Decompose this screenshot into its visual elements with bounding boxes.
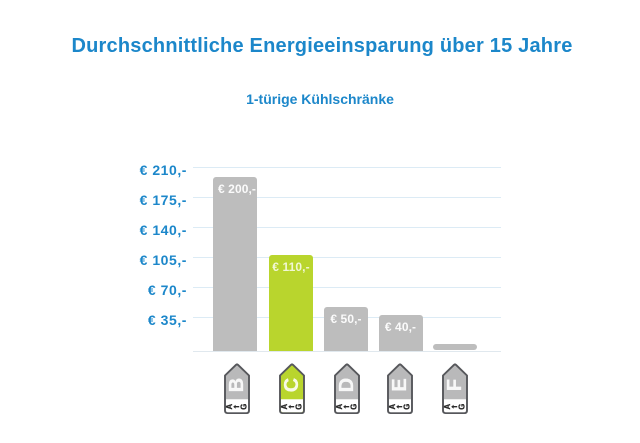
svg-text:A: A bbox=[443, 403, 452, 409]
svg-text:D: D bbox=[336, 377, 358, 391]
svg-text:G: G bbox=[402, 403, 411, 409]
svg-text:E: E bbox=[389, 378, 411, 391]
svg-text:A: A bbox=[280, 403, 289, 409]
svg-text:G: G bbox=[458, 403, 467, 409]
svg-text:A: A bbox=[387, 403, 396, 409]
svg-text:G: G bbox=[295, 403, 304, 409]
svg-text:C: C bbox=[281, 377, 303, 391]
svg-text:G: G bbox=[349, 403, 358, 409]
svg-text:A: A bbox=[225, 403, 234, 409]
svg-text:B: B bbox=[226, 377, 248, 391]
svg-text:G: G bbox=[240, 403, 249, 409]
svg-text:F: F bbox=[444, 378, 466, 390]
svg-text:A: A bbox=[334, 403, 343, 409]
